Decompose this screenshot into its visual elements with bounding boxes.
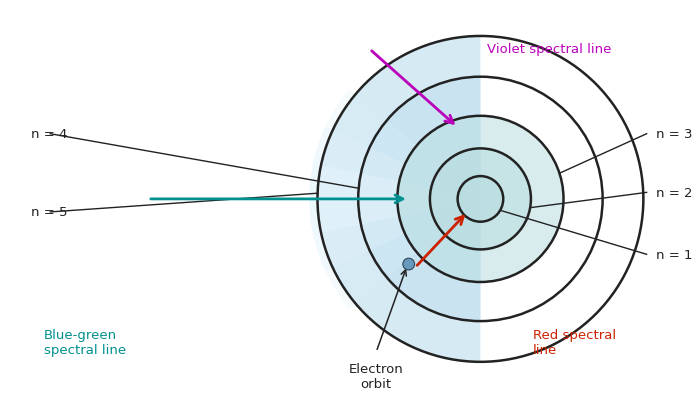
Text: Violet spectral line: Violet spectral line — [487, 43, 611, 57]
Text: n = 3: n = 3 — [657, 128, 693, 141]
Wedge shape — [309, 164, 480, 235]
Wedge shape — [309, 90, 480, 309]
Wedge shape — [318, 37, 480, 362]
Text: n = 5: n = 5 — [31, 206, 67, 219]
Circle shape — [430, 149, 531, 250]
Text: n = 1: n = 1 — [657, 248, 693, 261]
Text: n = 2: n = 2 — [657, 186, 693, 199]
Text: Blue-green
spectral line: Blue-green spectral line — [44, 328, 126, 356]
Wedge shape — [398, 117, 480, 282]
Wedge shape — [358, 77, 480, 321]
Circle shape — [403, 259, 414, 270]
Circle shape — [458, 177, 503, 222]
Circle shape — [398, 117, 564, 282]
Text: n = 4: n = 4 — [31, 128, 67, 141]
Text: Red spectral
line: Red spectral line — [533, 328, 616, 356]
Wedge shape — [309, 127, 480, 271]
Text: Electron
orbit: Electron orbit — [349, 362, 403, 390]
